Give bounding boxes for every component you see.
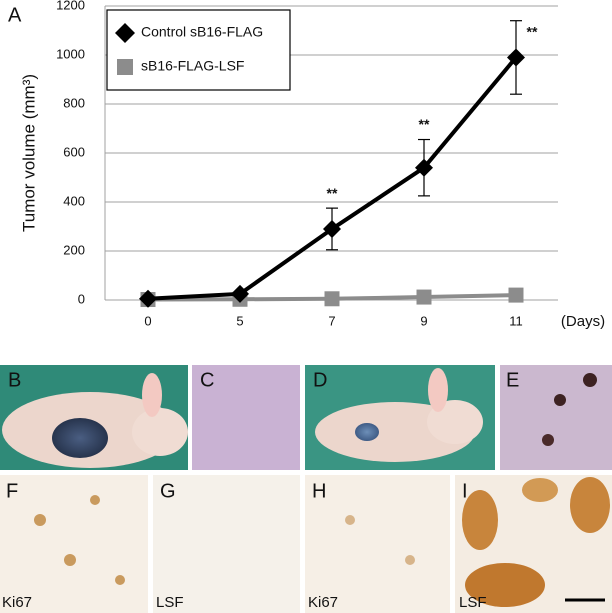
stain-spot: [115, 575, 125, 585]
stain-spot: [583, 373, 597, 387]
stain-label: Ki67: [2, 594, 32, 611]
panel-label: B: [8, 369, 21, 391]
y-tick-label: 0: [78, 291, 85, 306]
marker: [415, 158, 433, 177]
series-line: [147, 56, 518, 301]
legend-marker: [115, 23, 135, 43]
stain-cell: [570, 477, 610, 533]
marker: [231, 284, 249, 303]
tumor: [52, 418, 108, 458]
marker: [324, 291, 340, 307]
marker: [323, 219, 341, 238]
x-tick-label: 5: [236, 313, 243, 328]
x-tick-label: 0: [144, 313, 151, 328]
x-tick-label: 9: [420, 313, 427, 328]
significance-label: **: [419, 116, 430, 132]
panel-label: G: [160, 480, 176, 502]
mouse-head: [132, 408, 188, 456]
mouse-ear: [428, 368, 448, 412]
y-tick-label: 1000: [56, 46, 85, 61]
stain-label: LSF: [156, 594, 184, 611]
stain-cell: [522, 478, 558, 502]
stain-spot: [554, 394, 566, 406]
y-tick-label: 600: [63, 144, 85, 159]
photo-panels: [0, 365, 612, 613]
marker: [416, 289, 432, 305]
stain-cell: [465, 563, 545, 607]
significance-label: **: [527, 23, 538, 39]
stain-spot: [90, 495, 100, 505]
stain-label: LSF: [459, 594, 487, 611]
stain-spot: [64, 554, 76, 566]
stain-spot: [345, 515, 355, 525]
tumor: [355, 423, 379, 441]
stain-cell: [462, 490, 498, 550]
y-axis-label: Tumor volume (mm³): [19, 74, 38, 232]
x-axis-label: (Days): [561, 313, 605, 330]
stain-spot: [542, 434, 554, 446]
stain-spot: [34, 514, 46, 526]
marker: [139, 289, 157, 308]
mouse-head: [427, 400, 483, 444]
legend: Control sB16-FLAG sB16-FLAG-LSF: [106, 9, 291, 91]
stain-label: Ki67: [308, 594, 338, 611]
panel-label: H: [312, 480, 326, 502]
legend-box: [106, 9, 291, 91]
stain-spot: [405, 555, 415, 565]
x-tick-label: 7: [328, 313, 335, 328]
panel-label: F: [6, 480, 18, 502]
significance-label: **: [327, 185, 338, 201]
photo-f: [0, 475, 148, 613]
panel-label: I: [462, 480, 468, 502]
mouse-ear: [142, 373, 162, 417]
y-tick-label: 200: [63, 242, 85, 257]
y-tick-label: 800: [63, 95, 85, 110]
marker: [507, 48, 525, 67]
legend-label: sB16-FLAG-LSF: [141, 58, 244, 74]
panel-label: E: [506, 369, 519, 391]
photo-g: [153, 475, 300, 613]
legend-label: Control sB16-FLAG: [141, 24, 263, 40]
x-tick-label: 11: [509, 313, 523, 328]
y-tick-label: 1200: [56, 0, 85, 12]
y-tick-label: 400: [63, 193, 85, 208]
marker: [508, 287, 524, 303]
legend-marker: [117, 59, 133, 75]
panel-label: D: [313, 369, 327, 391]
photo-h: [305, 475, 450, 613]
photo-c: [192, 365, 300, 470]
panel-label: C: [200, 369, 214, 391]
panel-label: A: [8, 4, 22, 26]
